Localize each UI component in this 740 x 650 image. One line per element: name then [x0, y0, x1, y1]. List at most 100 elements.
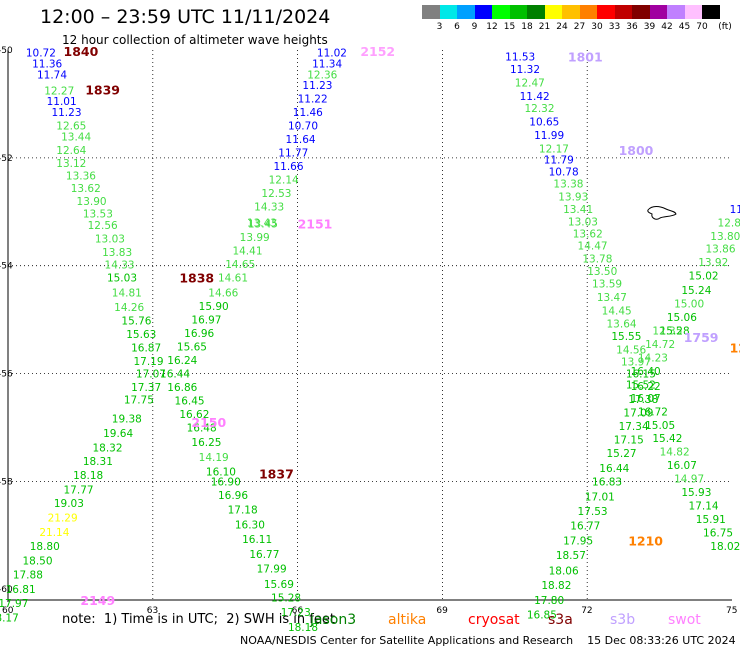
satellite-name-altika: altika: [388, 612, 427, 628]
swh-value: 16.22: [631, 381, 661, 393]
swh-value: 16.45: [175, 395, 205, 407]
swh-value: 12.65: [56, 120, 86, 132]
swh-value: 12.80: [718, 218, 740, 230]
swh-value: 11.77: [278, 147, 308, 159]
swh-value: 16.72: [638, 406, 668, 418]
swh-value: 16.48: [187, 422, 217, 434]
scale-tick-label: 39: [643, 22, 656, 32]
swh-value: 17.14: [689, 501, 719, 513]
swh-value: 17.97: [0, 598, 28, 610]
scale-tick-label: 42: [661, 22, 673, 32]
swh-value: 21.29: [48, 513, 78, 525]
footnote: note: 1) Time is in UTC; 2) SWH is in fe…: [62, 612, 335, 627]
swh-value: 15.28: [271, 592, 301, 604]
swh-value: 11.22: [298, 94, 328, 106]
swh-value: 15.05: [645, 420, 675, 432]
swh-value: 15.28: [660, 325, 690, 337]
swh-value: 18.18: [73, 470, 103, 482]
swh-value: 15.06: [667, 312, 697, 324]
scale-tick-label: 33: [608, 22, 621, 32]
swh-value: 13.36: [66, 171, 96, 183]
swh-value: 16.96: [184, 328, 214, 340]
swh-value: 17.75: [124, 394, 154, 406]
swh-value: 13.78: [582, 254, 612, 266]
scale-swatch: [579, 5, 597, 19]
swh-value: 18.82: [541, 580, 571, 592]
pass-time-label: 2149: [80, 593, 115, 608]
swh-value: 15.69: [264, 579, 294, 591]
swh-value: 15.63: [126, 329, 156, 341]
swh-value: 15.76: [121, 316, 151, 328]
swh-value: 13.93: [558, 192, 588, 204]
swh-value: 17.34: [619, 421, 649, 433]
swh-value: 14.26: [114, 302, 144, 314]
swh-value: 16.24: [167, 355, 197, 367]
swh-value: 13.59: [592, 278, 622, 290]
swh-value: 10.70: [288, 120, 318, 132]
swh-value: 16.83: [592, 476, 622, 488]
swh-value: 15.42: [652, 433, 682, 445]
lat-tick-label: -50: [0, 46, 13, 56]
swh-value: 13.92: [698, 257, 728, 269]
scale-tick-label: 30: [591, 22, 603, 32]
swh-value: 12.53: [261, 188, 291, 200]
swh-value: 12.32: [524, 103, 554, 115]
swh-value: 11.23: [51, 107, 81, 119]
swh-value: 18.06: [549, 565, 579, 577]
swh-value: 11.99: [534, 130, 564, 142]
swh-value: 13.80: [710, 231, 740, 243]
swh-value: 11.53: [505, 51, 535, 63]
swh-value: 14.82: [660, 447, 690, 459]
scale-swatch: [702, 5, 720, 19]
swh-value: 18.80: [30, 541, 60, 553]
lat-tick-label: -60: [0, 585, 13, 595]
swh-value: 18.18: [288, 622, 318, 634]
scale-swatch: [422, 5, 440, 19]
swh-value: 11.74: [37, 69, 67, 81]
swh-value: 13.44: [61, 131, 91, 143]
swh-value: 16.75: [703, 528, 733, 540]
satellite-name-s3b: s3b: [610, 612, 636, 628]
swh-value: 21.14: [39, 527, 69, 539]
swh-value: 11.46: [293, 107, 323, 119]
swh-value: 13.43: [247, 218, 277, 230]
scale-swatch: [562, 5, 580, 19]
swh-value: 19.64: [103, 428, 133, 440]
swh-value: 10.65: [529, 117, 559, 129]
swh-value: 16.07: [631, 393, 661, 405]
pass-time-label: 2152: [360, 44, 395, 59]
scale-swatch: [544, 5, 562, 19]
pass-time-label: 1800: [619, 143, 654, 158]
swh-value: 11.36: [32, 58, 62, 70]
lat-tick-label: -56: [0, 370, 13, 380]
lon-tick-label: 75: [726, 606, 737, 616]
swh-value: 15.65: [177, 342, 207, 354]
swh-value: 14.47: [578, 241, 608, 253]
swh-value: 16.97: [191, 315, 221, 327]
lat-tick-label: -58: [0, 477, 13, 487]
swh-value: 14.81: [112, 288, 142, 300]
lon-tick-label: 72: [581, 606, 592, 616]
scale-swatch: [632, 5, 650, 19]
scale-tick-label: 70: [696, 22, 708, 32]
swh-value: 18.57: [556, 550, 586, 562]
swh-value: 11.34: [312, 58, 342, 70]
swh-value: 13.12: [56, 158, 86, 170]
pass-time-label: 2151: [298, 217, 333, 232]
swh-value: 13.62: [573, 228, 603, 240]
swh-value: 15.02: [689, 270, 719, 282]
satellite-name-s3a: s3a: [548, 612, 573, 628]
swh-value: 15.55: [611, 331, 641, 343]
scale-tick-label: 36: [626, 22, 638, 32]
swh-value: 16.90: [211, 476, 241, 488]
pass-time-label: 2150: [191, 415, 226, 430]
swh-value: 15.90: [199, 301, 229, 313]
swh-value: 14.61: [218, 273, 248, 285]
swh-value: 17.09: [623, 407, 653, 419]
swh-value: 12.27: [44, 85, 74, 97]
pass-time-label: 1839: [85, 82, 120, 97]
swh-value: 17.80: [534, 595, 564, 607]
swh-value: 14.56: [616, 344, 646, 356]
swh-value: 18.50: [22, 556, 52, 568]
